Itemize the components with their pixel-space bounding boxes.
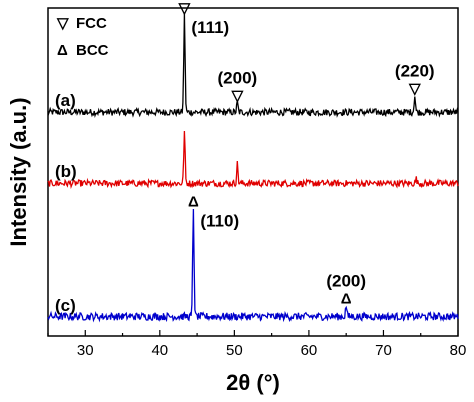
x-tick-label: 70 xyxy=(375,342,392,359)
series-2-label: (b) xyxy=(55,162,77,181)
peak-marker: ▽ xyxy=(408,81,421,98)
x-axis-ticks: 30 40 50 60 70 80 xyxy=(47,330,467,359)
peak-annotation: ▽(220) xyxy=(395,62,435,98)
peak-marker: Δ xyxy=(188,194,199,211)
legend-fcc-symbol: ▽ xyxy=(56,15,69,32)
peak-annotation: ▽(200) xyxy=(218,68,258,104)
series-1-label: (a) xyxy=(55,91,76,110)
y-axis-title: Intensity (a.u.) xyxy=(6,97,31,246)
peak-annotation: Δ(200) xyxy=(326,272,366,308)
x-tick-label: 50 xyxy=(226,342,243,359)
peak-label: (111) xyxy=(191,18,229,37)
peak-annotation: ▽(111) xyxy=(178,0,230,37)
peak-marker: Δ xyxy=(341,291,352,308)
series-layer: (a) (b) (c) xyxy=(47,12,459,323)
legend: ▽ FCC Δ BCC xyxy=(56,15,109,59)
legend-bcc-symbol: Δ xyxy=(57,42,68,59)
x-axis-title: 2θ (°) xyxy=(226,370,280,395)
series-2: (b) xyxy=(47,130,459,190)
x-tick-label: 80 xyxy=(450,342,467,359)
peak-label: (220) xyxy=(395,62,435,81)
series-1: (a) xyxy=(47,12,459,118)
series-3-trace xyxy=(47,208,459,323)
peak-annotation: Δ(110) xyxy=(188,194,239,231)
x-tick-label: 40 xyxy=(151,342,168,359)
peak-label: (200) xyxy=(218,68,258,87)
legend-bcc-label: BCC xyxy=(76,42,109,59)
series-3-label: (c) xyxy=(55,296,76,315)
series-3: (c) xyxy=(47,208,459,323)
legend-fcc-label: FCC xyxy=(76,15,107,32)
peak-marker: ▽ xyxy=(231,87,244,104)
x-tick-label: 30 xyxy=(77,342,94,359)
plot-frame xyxy=(47,7,459,337)
peak-label: (200) xyxy=(326,272,366,291)
series-2-trace xyxy=(47,130,459,190)
peak-marker: ▽ xyxy=(178,0,191,17)
peak-label: (110) xyxy=(200,212,239,231)
series-1-trace xyxy=(47,12,459,118)
annotation-layer: ▽(111)▽(200)▽(220)Δ(110)Δ(200) xyxy=(178,0,435,308)
x-tick-label: 60 xyxy=(301,342,318,359)
